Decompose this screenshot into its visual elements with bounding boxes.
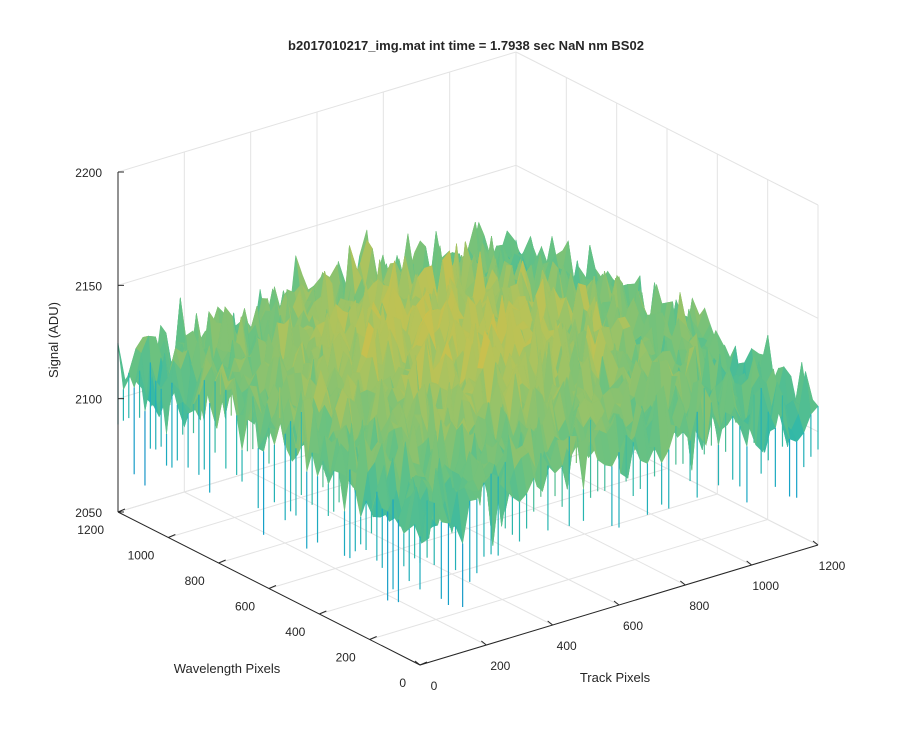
grid-line-y-floor (369, 519, 768, 640)
x-tick-label: 1000 (752, 579, 779, 593)
x-tick-label: 0 (431, 679, 438, 693)
chart-title: b2017010217_img.mat int time = 1.7938 se… (288, 38, 644, 53)
x-tick-label: 400 (557, 639, 577, 653)
x-tick-label: 800 (689, 599, 709, 613)
y-tick-label: 200 (336, 651, 356, 665)
x-tick-label: 200 (490, 659, 510, 673)
y-tick-mark (218, 559, 226, 564)
x-tick-mark (746, 560, 752, 566)
x-tick-mark (547, 620, 553, 626)
tick-labels: 0 200 400 600 800 1000 1200 0 200 400 600 800 1000 12… (75, 166, 845, 693)
y-tick-label: 600 (235, 600, 255, 614)
x-tick-mark (680, 580, 686, 586)
y-tick-mark (319, 610, 327, 615)
grid-line-y-floor (268, 468, 668, 589)
y-tick-mark (268, 585, 277, 589)
z-tick-label: 2150 (75, 279, 102, 293)
y-tick-mark (369, 636, 377, 640)
y-tick-label: 1000 (128, 549, 155, 563)
y-axis-label: Wavelength Pixels (174, 661, 281, 676)
x-tick-label: 600 (623, 619, 643, 633)
y-tick-mark (419, 661, 428, 666)
z-tick-label: 2200 (75, 166, 102, 180)
x-tick-mark (481, 640, 487, 646)
x-tick-mark (613, 600, 620, 606)
y-tick-label: 1200 (77, 523, 104, 537)
z-axis-label: Signal (ADU) (46, 302, 61, 378)
surface-mesh (117, 221, 819, 608)
x-axis-label: Track Pixels (580, 670, 651, 685)
y-tick-mark (168, 534, 176, 538)
grid-line-y-floor (319, 493, 718, 615)
z-tick-label: 2100 (75, 393, 102, 407)
y-tick-label: 800 (185, 574, 205, 588)
grid-line-z-sidewall (515, 51, 819, 206)
surface-patch (414, 500, 428, 544)
y-tick-label: 400 (285, 625, 305, 639)
grid-line-z-sidewall (515, 164, 819, 319)
grid-line-z-backwall (117, 164, 517, 286)
z-tick-label: 2050 (75, 506, 102, 520)
x-tick-label: 1200 (819, 559, 846, 573)
x-tick-mark (812, 540, 819, 546)
y-tick-label: 0 (399, 676, 406, 690)
x-tick-mark (414, 660, 421, 666)
grid-line-z-backwall (117, 51, 517, 173)
